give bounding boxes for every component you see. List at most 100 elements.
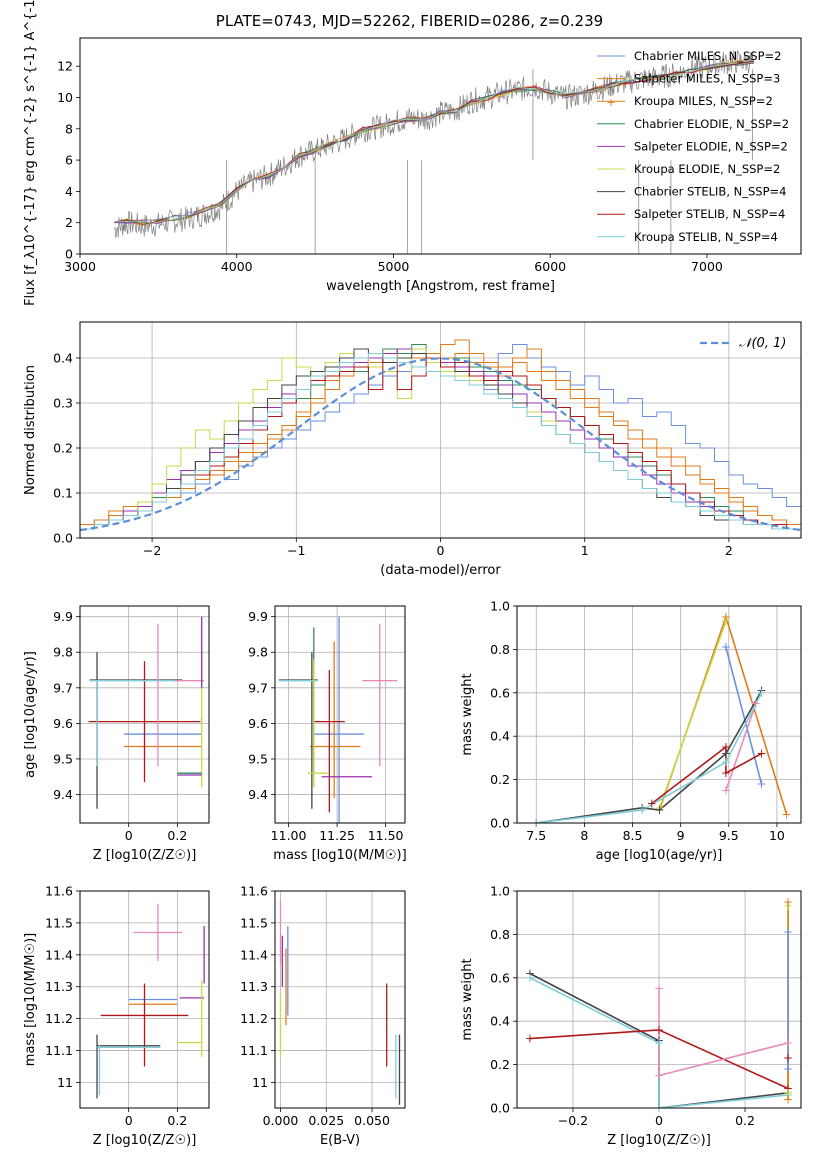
y-tick-label: 0.4 [490,1014,510,1029]
weight-marker: + [721,614,731,628]
y-tick-label: 9.8 [248,645,268,660]
y-tick-label: 0.6 [490,685,510,700]
x-tick-label: 9 [677,828,685,843]
y-tick-label: 11.4 [240,947,268,962]
age-vs-mass-panel: 11.00 11.25 11.50 9.4 9.5 9.6 9.7 9.8 9.9 mass [l… [248,605,407,863]
x-tick-label: 11.00 [271,828,307,843]
legend-marker: + [606,96,615,109]
y-tick-label: 0.1 [53,486,73,501]
x-tick-label: 10 [769,828,785,843]
weight-marker: + [756,777,766,791]
model-line-kroupa-stelib [114,59,755,222]
figure-title: PLATE=0743, MJD=52262, FIBERID=0286, z=0… [215,12,604,30]
y-axis-label: Flux [f_λ10^{-17} erg cm^{-2} s^{-1} A^{… [23,0,38,306]
model-line-chabrier-elodie [114,62,755,223]
x-tick-label: 0.2 [735,1113,755,1128]
residuals-plot-area [80,339,801,532]
x-tick-label: 11.50 [368,828,404,843]
y-tick-label: 9.4 [53,787,73,802]
x-tick-label: 5000 [378,259,410,274]
x-tick-label: 0.2 [167,828,187,843]
weight-marker: + [783,925,793,939]
y-tick-label: 0 [65,247,73,262]
weight-marker: + [721,783,731,797]
y-tick-label: 0.6 [490,970,510,985]
y-tick-label: 0.2 [53,441,73,456]
weight-marker: + [783,1086,793,1100]
weight-marker: + [525,971,535,985]
y-tick-label: 1.0 [490,884,510,899]
weight-marker: + [721,766,731,780]
x-tick-label: 3000 [64,259,96,274]
weight-marker: + [783,899,793,913]
y-tick-label: 0.0 [490,816,510,831]
x-tick-label: 6000 [534,259,566,274]
weight-marker: + [525,966,535,980]
weight-line-chabrier-miles [725,646,763,785]
y-tick-label: 11.6 [45,884,73,899]
x-axis-label: (data-model)/error [380,563,501,578]
weight-marker: + [654,803,664,817]
y-tick-label: 0.8 [490,927,510,942]
weight-vs-Z-panel: −0.2 0 0.2 0.0 0.2 0.4 0.6 0.8 1.0 Z [log10(Z/Z☉)… [460,884,802,1148]
weight-vs-age-plot-area [536,614,788,823]
weight-marker: + [783,1088,793,1102]
y-tick-label: 11.1 [45,1043,73,1058]
weight-marker: + [721,740,731,754]
legend-label: 𝒩(0, 1) [739,336,786,351]
weight-marker: + [783,1081,793,1095]
y-axis-label: mass weight [460,958,475,1040]
y-tick-label: 0.3 [53,396,73,411]
x-axis-label: Z [log10(Z/Z☉)] [93,848,197,863]
y-tick-label: 1.0 [490,599,510,614]
y-tick-label: 9.9 [248,609,268,624]
x-tick-label: 0.000 [263,1113,299,1128]
weight-marker: + [637,801,647,815]
legend-label: Salpeter STELIB, N_SSP=4 [634,207,785,221]
y-tick-label: 11.1 [240,1043,268,1058]
x-tick-label: 0 [125,1113,133,1128]
hist-step-kroupa-stelib [80,353,801,530]
y-tick-label: 9.7 [248,680,268,695]
x-tick-label: 8 [580,828,588,843]
x-axis-label: mass [log10(M/M☉)] [273,848,406,863]
y-tick-label: 11.2 [240,1011,268,1026]
x-tick-label: 4000 [221,259,253,274]
y-tick-label: 9.5 [248,751,268,766]
weight-marker: + [783,1051,793,1065]
weight-line-pink [725,703,757,791]
y-tick-label: 0.4 [490,729,510,744]
x-tick-label: 7.5 [526,828,546,843]
x-tick-label: 7000 [691,259,723,274]
y-tick-label: 11.6 [240,884,268,899]
weight-marker: + [637,803,647,817]
weight-marker: + [654,1036,664,1050]
mass-vs-ebv-panel: 0.000 0.025 0.050 11 11.1 11.2 11.3 11.4 11.5 11.… [240,884,406,1148]
y-tick-label: 0.0 [490,1101,510,1116]
weight-vs-age-panel: 7.5 8 8.5 9 9.5 10 0.0 0.2 0.4 0.6 0.8 1.0 age [log1… [460,599,802,863]
mass-vs-ebv-plot-area [279,900,401,1105]
legend-label: Kroupa ELODIE, N_SSP=2 [634,162,780,176]
x-tick-label: 8.5 [623,828,643,843]
legend-label: Chabrier MILES, N_SSP=2 [634,49,781,63]
x-tick-label: 0 [125,828,133,843]
y-tick-label: 8 [65,121,73,136]
weight-marker: + [654,1068,664,1082]
x-tick-label: 11.25 [319,828,355,843]
weight-line-pink [658,988,789,1077]
y-tick-label: 9.9 [53,609,73,624]
weight-vs-Z-plot-area [529,901,789,1108]
axes-frame [274,890,406,1109]
y-tick-label: 0.4 [53,351,73,366]
weight-marker: + [654,1034,664,1048]
y-tick-label: 0.2 [490,772,510,787]
y-tick-label: 9.5 [53,751,73,766]
spectrum-panel: 3000 4000 5000 6000 7000 0 2 4 6 8 10 12 wavelength … [23,0,802,306]
x-axis-label: Z [log10(Z/Z☉)] [93,1133,197,1148]
spectrum-legend: Chabrier MILES, N_SSP=2 Salpeter MILES, N… [597,49,789,244]
y-tick-label: 6 [65,153,73,168]
spectrum-plot-area [114,49,755,254]
y-tick-label: 11.3 [240,979,268,994]
y-tick-label: 9.4 [248,787,268,802]
